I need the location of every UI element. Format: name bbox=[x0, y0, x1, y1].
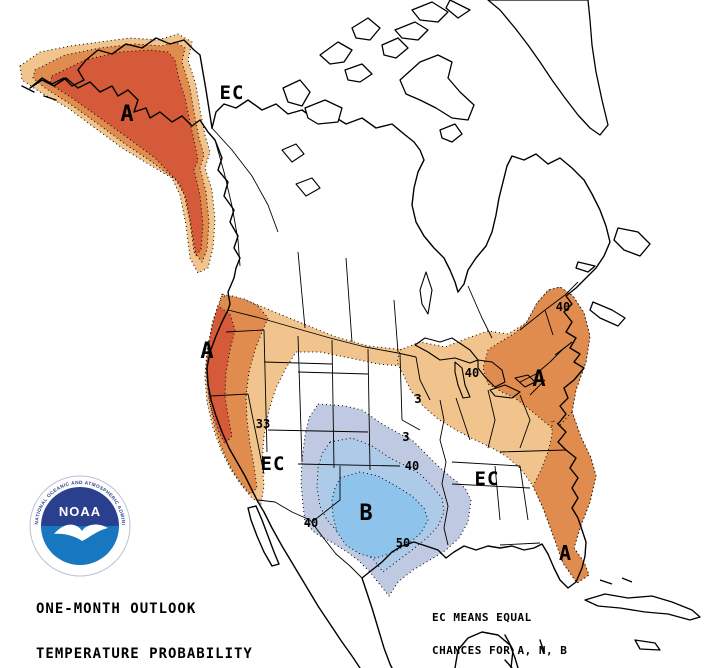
us-mexico-border bbox=[257, 499, 363, 579]
noaa-emblem-sky bbox=[41, 487, 119, 526]
noaa-seagull-icon bbox=[54, 524, 108, 541]
nova-scotia bbox=[575, 261, 626, 327]
legend-block: EC MEANS EQUAL CHANCES FOR A, N, B A MEA… bbox=[432, 590, 567, 668]
region-above-west-light bbox=[204, 293, 420, 505]
label-a-west: A bbox=[200, 339, 213, 364]
linework bbox=[21, 0, 701, 668]
noaa-acronym: NOAA bbox=[59, 504, 101, 519]
pacific-coastline bbox=[206, 309, 361, 668]
state-borders bbox=[210, 309, 573, 546]
noaa-logo-svg: NATIONAL OCEANIC AND ATMOSPHERIC ADMINIS… bbox=[28, 474, 131, 577]
outlook-subtitle-line: TEMPERATURE PROBABILITY bbox=[36, 646, 253, 662]
label-ec-southeast: EC bbox=[475, 468, 500, 490]
legend-ec-line2: CHANCES FOR A, N, B bbox=[432, 644, 568, 657]
alaska-coastline bbox=[21, 37, 241, 311]
label-b-south: B bbox=[359, 501, 372, 526]
great-lakes bbox=[414, 337, 536, 399]
outlook-title-block: ONE-MONTH OUTLOOK TEMPERATURE PROBABILIT… bbox=[36, 572, 253, 668]
province-borders bbox=[211, 127, 579, 353]
newfoundland-island bbox=[613, 227, 651, 257]
noaa-emblem-sea bbox=[41, 526, 119, 565]
label-50-blue: 50 bbox=[396, 536, 410, 550]
label-40-great-lakes: 40 bbox=[465, 366, 479, 380]
label-a-alaska: A bbox=[120, 102, 133, 127]
label-40-blue-west: 40 bbox=[304, 516, 318, 530]
map-labels: A EC A 33 EC 3 3 40 A 40 EC A B 40 40 50 bbox=[120, 82, 571, 565]
probability-regions bbox=[19, 33, 597, 597]
noaa-logo: NATIONAL OCEANIC AND ATMOSPHERIC ADMINIS… bbox=[28, 474, 132, 578]
mainland-coastline bbox=[211, 99, 611, 668]
label-a-florida: A bbox=[559, 541, 571, 565]
label-33-west: 33 bbox=[256, 417, 270, 431]
label-ec-southwest: EC bbox=[261, 453, 286, 475]
lake-winnipeg bbox=[281, 143, 433, 315]
region-below-core bbox=[331, 471, 429, 559]
region-above-eastcoast-medium bbox=[532, 411, 597, 584]
region-above-alaska-strong bbox=[49, 49, 204, 256]
cuba-and-islands bbox=[584, 577, 701, 651]
region-above-northeast-medium bbox=[482, 286, 591, 433]
label-3-central-upper: 3 bbox=[414, 392, 421, 406]
greenland bbox=[487, 0, 609, 136]
baja-peninsula bbox=[247, 505, 280, 567]
label-40-maine: 40 bbox=[556, 300, 570, 314]
central-america-fragments bbox=[504, 634, 545, 668]
label-ec-northwest-canada: EC bbox=[220, 82, 245, 104]
label-a-northeast: A bbox=[532, 367, 545, 392]
arctic-islands bbox=[282, 0, 475, 143]
legend-ec-line1: EC MEANS EQUAL bbox=[432, 611, 532, 624]
label-40-blue-east: 40 bbox=[405, 459, 419, 473]
outlook-title-line: ONE-MONTH OUTLOOK bbox=[36, 601, 197, 617]
label-3-central-lower: 3 bbox=[402, 430, 409, 444]
